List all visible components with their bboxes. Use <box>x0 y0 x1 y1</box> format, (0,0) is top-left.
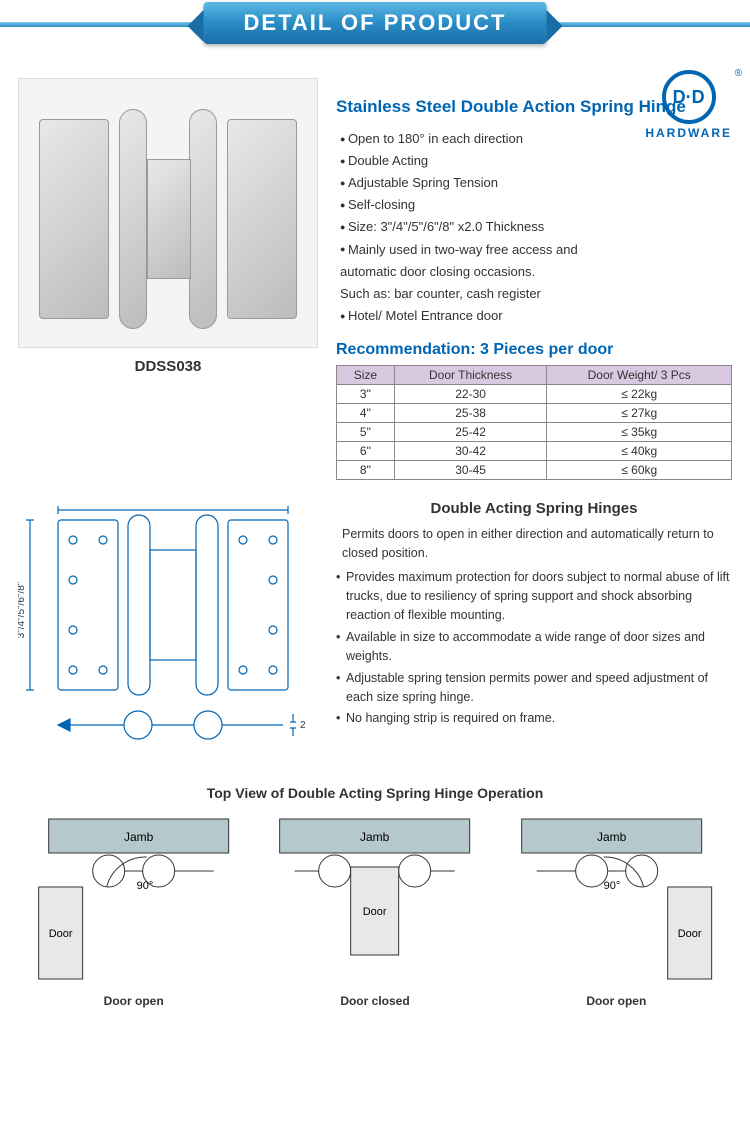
table-cell: 25-38 <box>394 403 547 422</box>
technical-drawing: 3"/4"/5"/6"/8" <box>18 500 318 763</box>
table-header: Door Weight/ 3 Pcs <box>547 365 732 384</box>
operation-open-right: Jamb Door 90° Door open <box>501 809 732 1008</box>
operation-title: Top View of Double Acting Spring Hinge O… <box>18 785 732 801</box>
table-cell: 8" <box>337 460 395 479</box>
description-title: Double Acting Spring Hinges <box>336 500 732 517</box>
table-cell: 30-45 <box>394 460 547 479</box>
svg-text:90°: 90° <box>137 880 154 892</box>
feature-item: Self-closing <box>336 194 732 216</box>
svg-text:Door: Door <box>363 906 387 918</box>
feature-item: Open to 180° in each direction <box>336 128 732 150</box>
state-label-1: Door closed <box>259 994 490 1008</box>
table-header: Door Thickness <box>394 365 547 384</box>
table-cell: 22-30 <box>394 384 547 403</box>
feature-item: automatic door closing occasions. <box>336 261 732 283</box>
table-cell: 25-42 <box>394 422 547 441</box>
feature-item: Hotel/ Motel Entrance door <box>336 305 732 327</box>
banner-title: DETAIL OF PRODUCT <box>204 2 547 44</box>
table-cell: 4" <box>337 403 395 422</box>
table-cell: ≤ 60kg <box>547 460 732 479</box>
feature-item: Double Acting <box>336 150 732 172</box>
recommendation-title: Recommendation: 3 Pieces per door <box>336 341 732 359</box>
operation-open-left: Jamb Door 90° Door open <box>18 809 249 1008</box>
feature-item: Adjustable Spring Tension <box>336 172 732 194</box>
svg-text:3"/4"/5"/6"/8": 3"/4"/5"/6"/8" <box>18 581 27 638</box>
table-row: 4"25-38≤ 27kg <box>337 403 732 422</box>
table-row: 5"25-42≤ 35kg <box>337 422 732 441</box>
svg-text:Jamb: Jamb <box>124 830 154 844</box>
operation-row: Jamb Door 90° Door open Jamb <box>18 809 732 1008</box>
table-row: 8"30-45≤ 60kg <box>337 460 732 479</box>
table-cell: 3" <box>337 384 395 403</box>
spec-table: SizeDoor ThicknessDoor Weight/ 3 Pcs 3"2… <box>336 365 732 480</box>
description-point: Adjustable spring tension permits power … <box>336 669 732 708</box>
svg-text:Jamb: Jamb <box>597 830 627 844</box>
description-point: Provides maximum protection for doors su… <box>336 568 732 626</box>
description-points: Provides maximum protection for doors su… <box>336 568 732 729</box>
header-banner: DETAIL OF PRODUCT <box>0 0 750 48</box>
table-cell: ≤ 35kg <box>547 422 732 441</box>
svg-text:Door: Door <box>677 928 701 940</box>
state-label-2: Door open <box>501 994 732 1008</box>
description-point: Available in size to accommodate a wide … <box>336 628 732 667</box>
table-cell: 30-42 <box>394 441 547 460</box>
table-header: Size <box>337 365 395 384</box>
svg-text:Jamb: Jamb <box>360 830 390 844</box>
specs-column: Stainless Steel Double Action Spring Hin… <box>336 78 732 480</box>
product-photo <box>18 78 318 348</box>
table-cell: 5" <box>337 422 395 441</box>
feature-list: Open to 180° in each directionDouble Act… <box>336 128 732 327</box>
table-cell: ≤ 40kg <box>547 441 732 460</box>
operation-closed: Jamb Door Door closed <box>259 809 490 1008</box>
state-label-0: Door open <box>18 994 249 1008</box>
svg-text:2: 2 <box>300 720 306 731</box>
description-point: No hanging strip is required on frame. <box>336 709 732 728</box>
table-cell: ≤ 22kg <box>547 384 732 403</box>
drawing-svg: 3"/4"/5"/6"/8" <box>18 500 318 760</box>
description-intro: Permits doors to open in either directio… <box>336 525 732 564</box>
table-cell: 6" <box>337 441 395 460</box>
table-row: 6"30-42≤ 40kg <box>337 441 732 460</box>
table-row: 3"22-30≤ 22kg <box>337 384 732 403</box>
svg-text:Door: Door <box>49 928 73 940</box>
table-cell: ≤ 27kg <box>547 403 732 422</box>
feature-item: Mainly used in two-way free access and <box>336 239 732 261</box>
svg-text:90°: 90° <box>603 880 620 892</box>
product-title: Stainless Steel Double Action Spring Hin… <box>336 96 732 118</box>
product-code: DDSS038 <box>18 358 318 375</box>
product-column: DDSS038 <box>18 78 318 480</box>
feature-item: Size: 3"/4"/5"/6"/8" x2.0 Thickness <box>336 216 732 238</box>
description-block: Double Acting Spring Hinges Permits door… <box>336 500 732 763</box>
feature-item: Such as: bar counter, cash register <box>336 283 732 305</box>
